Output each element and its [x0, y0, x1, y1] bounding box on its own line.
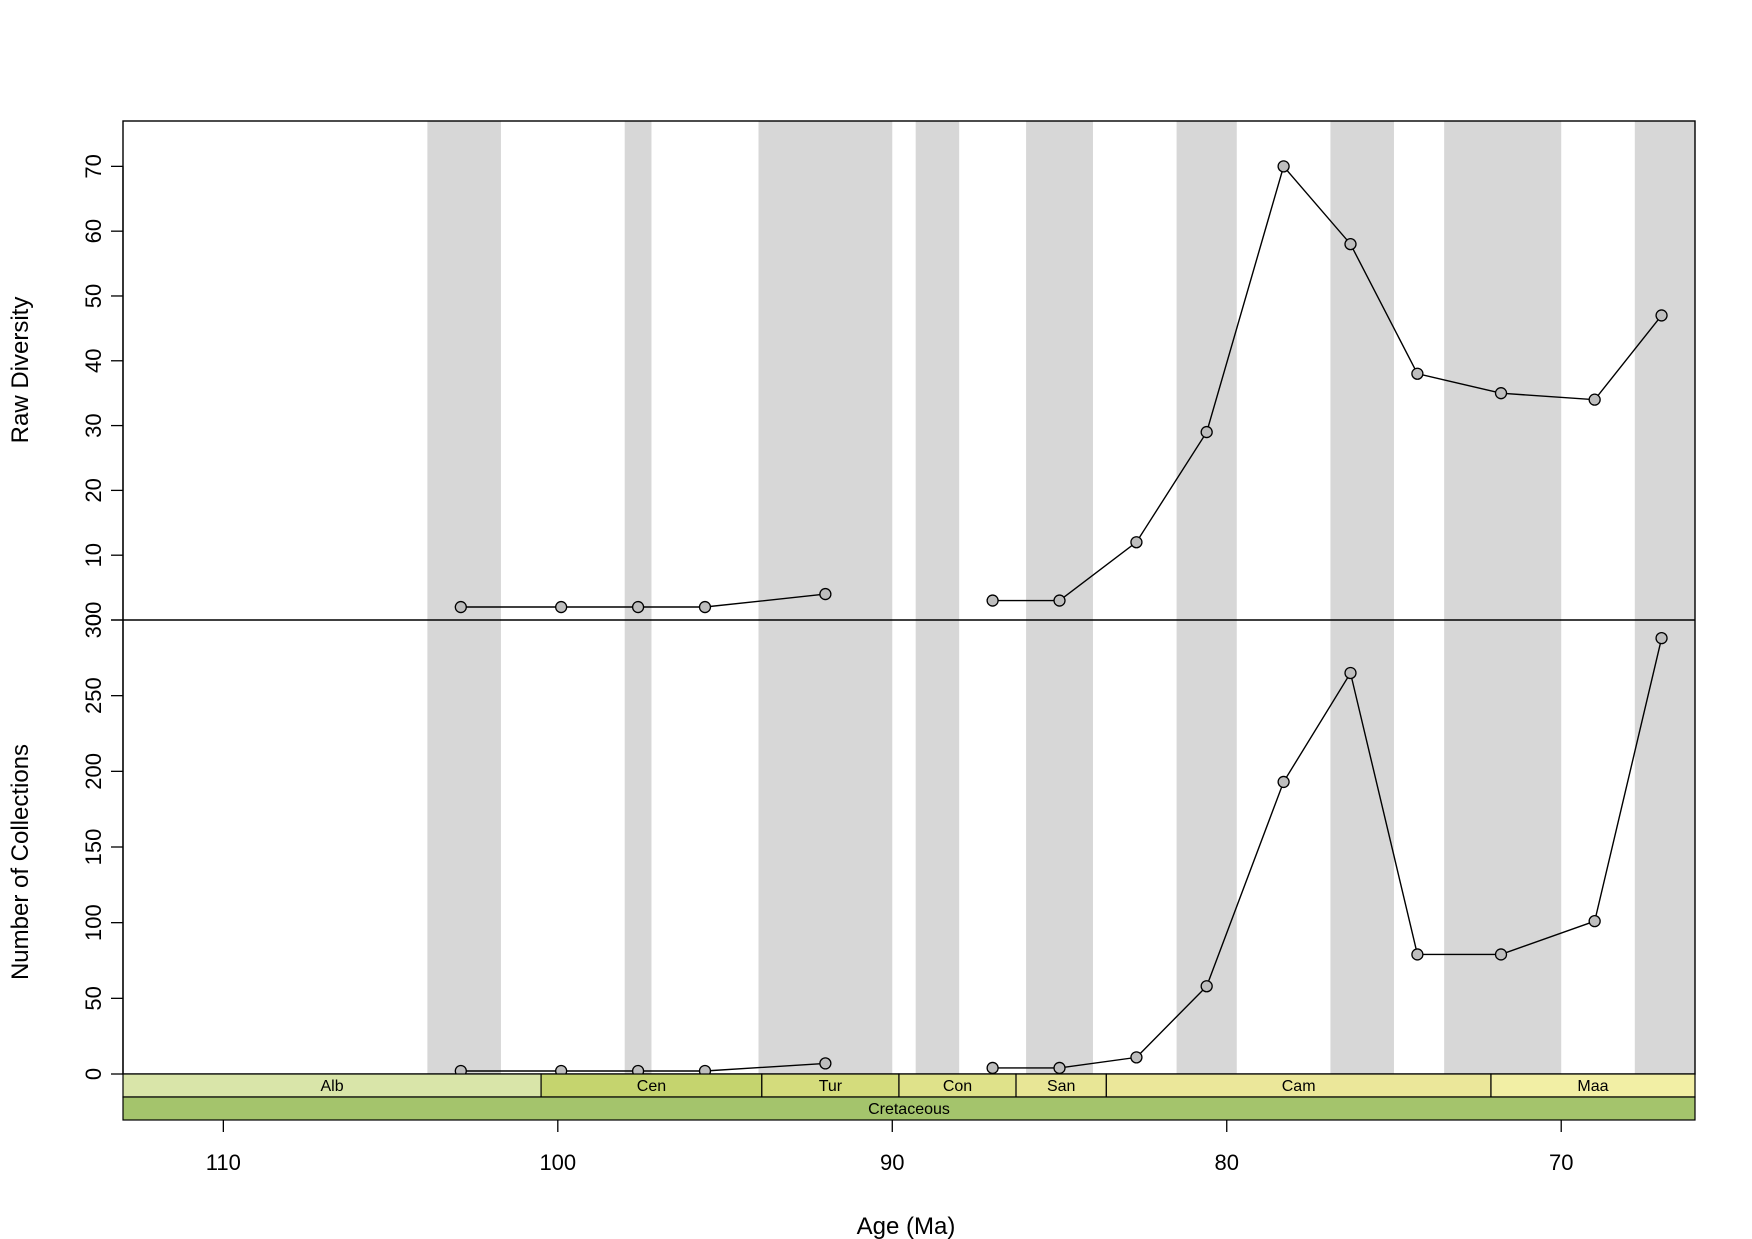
- raw-diversity-point: [1053, 594, 1066, 607]
- stage-label: San: [1047, 1078, 1075, 1095]
- raw-diversity-point: [1411, 367, 1424, 380]
- raw-diversity-point: [555, 600, 568, 614]
- number-of-collections-point: [1655, 632, 1668, 645]
- y-axis-title-raw-diversity: Raw Diversity: [7, 297, 34, 444]
- raw-diversity-point: [631, 600, 645, 614]
- raw-diversity-y-tick-label: 50: [81, 284, 106, 308]
- raw-diversity-point: [1200, 425, 1213, 439]
- number-of-collections-point: [1494, 948, 1508, 961]
- raw-diversity-y-tick-label: 10: [81, 543, 106, 567]
- number-of-collections-point: [1588, 915, 1601, 928]
- raw-diversity-point: [698, 600, 712, 614]
- number-of-collections-y-tick-label: 250: [81, 677, 106, 714]
- raw-diversity-point: [1655, 309, 1668, 322]
- number-of-collections-y-tick-label: 0: [81, 1068, 106, 1080]
- period-box: [122, 1096, 1696, 1121]
- stage-label: Maa: [1577, 1078, 1608, 1095]
- stage-label: Cam: [1282, 1078, 1316, 1095]
- x-tick-label: 110: [206, 1150, 241, 1175]
- shaded-band-3: [915, 121, 960, 1074]
- number-of-collections-point: [819, 1057, 832, 1070]
- raw-diversity-point: [1344, 237, 1357, 251]
- number-of-collections-y-tick-label: 50: [81, 986, 106, 1010]
- number-of-collections-point: [986, 1061, 999, 1075]
- raw-diversity-y-tick-label: 20: [81, 478, 106, 502]
- y-axis-title-number-of-collections: Number of Collections: [7, 744, 34, 980]
- x-axis-title: Age (Ma): [857, 1213, 956, 1239]
- raw-diversity-point: [454, 600, 467, 614]
- series: [454, 160, 1668, 1078]
- stage-label: Con: [943, 1078, 972, 1095]
- raw-diversity-y-tick-label: 70: [81, 154, 106, 178]
- shaded-band-5: [1176, 121, 1237, 1074]
- x-tick-label: 70: [1549, 1150, 1573, 1175]
- raw-diversity-point: [1130, 536, 1143, 549]
- number-of-collections-point: [1344, 666, 1357, 680]
- stage-label: Alb: [320, 1078, 343, 1095]
- stage-label: Cen: [637, 1078, 666, 1095]
- raw-diversity-y-tick-label: 40: [81, 349, 106, 373]
- x-tick-label: 90: [880, 1150, 904, 1175]
- number-of-collections-y-tick-label: 150: [81, 829, 106, 866]
- shaded-band-7: [1444, 121, 1562, 1074]
- number-of-collections-y-tick-label: 200: [81, 753, 106, 790]
- x-tick-label: 80: [1215, 1150, 1239, 1175]
- raw-diversity-y-tick-label: 30: [81, 413, 106, 437]
- raw-diversity-point: [1494, 387, 1508, 400]
- number-of-collections-line-1: [992, 638, 1663, 1069]
- x-tick-label: 100: [539, 1150, 576, 1175]
- number-of-collections-point: [1053, 1061, 1066, 1075]
- period-label: Cretaceous: [868, 1101, 950, 1118]
- stage-label: Tur: [819, 1078, 843, 1095]
- shaded-band-0: [427, 121, 501, 1074]
- number-of-collections-point: [1130, 1051, 1143, 1064]
- raw-diversity-y-tick-label: 60: [81, 219, 106, 243]
- shaded-band-8: [1634, 121, 1695, 1074]
- raw-diversity-point: [1277, 160, 1290, 173]
- shaded-band-1: [624, 121, 652, 1074]
- number-of-collections-y-tick-label: 300: [81, 602, 106, 639]
- number-of-collections-point: [1411, 948, 1424, 961]
- raw-diversity-point: [1588, 393, 1601, 406]
- raw-diversity-point: [819, 587, 832, 601]
- number-of-collections-y-tick-label: 100: [81, 904, 106, 941]
- raw-diversity-point: [986, 594, 999, 607]
- number-of-collections-point: [1200, 980, 1213, 993]
- geologic-timescale: Alb Cen Tur Con San Cam Maa Cretaceous: [122, 1073, 1696, 1121]
- shaded-band-6: [1330, 121, 1394, 1074]
- raw-diversity-line-1: [992, 164, 1663, 602]
- number-of-collections-point: [1277, 775, 1290, 789]
- raw-diversity-y-tick-label: 0: [81, 614, 106, 626]
